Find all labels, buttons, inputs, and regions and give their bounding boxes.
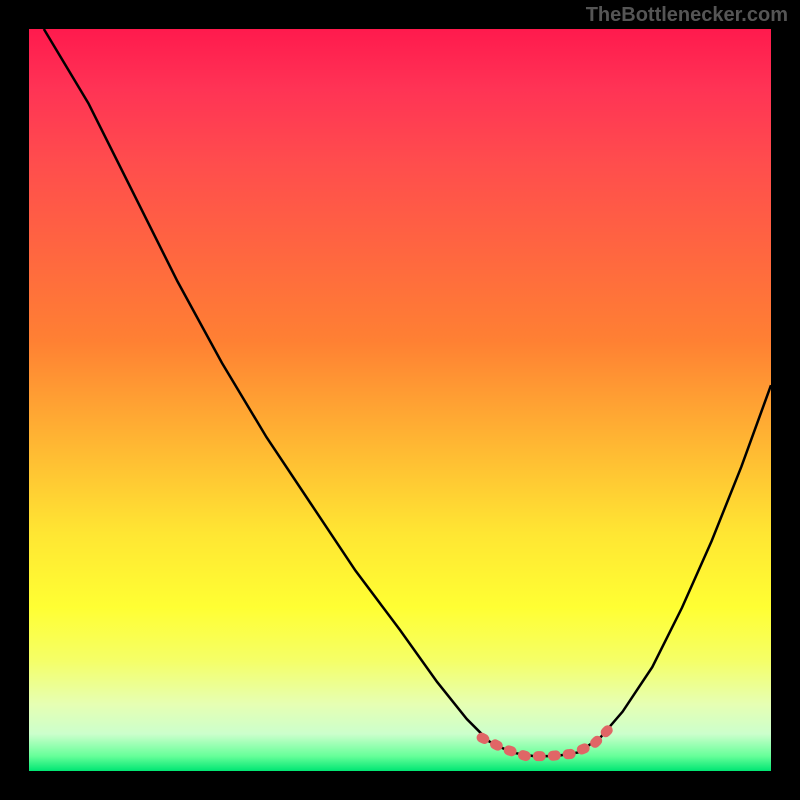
plot-gradient-area [29, 29, 771, 771]
watermark-text: TheBottlenecker.com [586, 4, 788, 27]
chart-container: TheBottlenecker.com [0, 0, 800, 800]
